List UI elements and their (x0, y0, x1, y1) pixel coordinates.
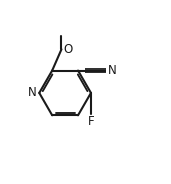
Text: F: F (88, 115, 94, 128)
Text: N: N (28, 86, 37, 99)
Text: N: N (108, 64, 117, 77)
Text: O: O (63, 43, 72, 56)
